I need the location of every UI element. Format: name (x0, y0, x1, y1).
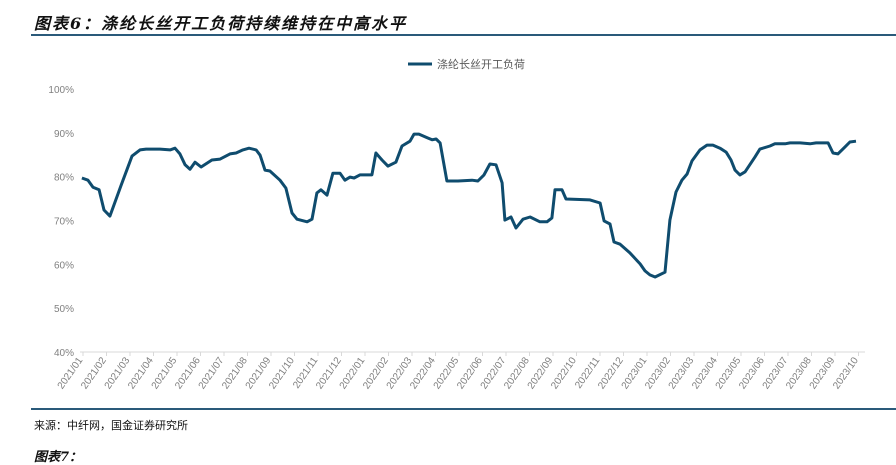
footer-divider (31, 408, 896, 410)
line-chart: 涤纶长丝开工负荷 40%50%60%70%80%90%100% 2021/012… (48, 57, 865, 391)
legend-label: 涤纶长丝开工负荷 (437, 57, 525, 71)
y-tick-label: 60% (54, 260, 74, 271)
y-tick-label: 100% (48, 85, 74, 96)
next-figure-title: 图表7： (34, 450, 83, 465)
legend: 涤纶长丝开工负荷 (408, 57, 525, 71)
series-line (81, 132, 857, 279)
y-tick-label: 90% (54, 129, 74, 140)
y-tick-label: 80% (54, 173, 74, 184)
y-tick-label: 40% (54, 348, 74, 359)
y-tick-label: 50% (54, 304, 74, 315)
source-note: 来源：中纤网，国金证券研究所 (34, 419, 188, 432)
figure-title: 图表6：涤纶长丝开工负荷持续维持在中高水平 (34, 14, 408, 33)
title-divider (31, 34, 896, 36)
y-tick-label: 70% (54, 217, 74, 228)
